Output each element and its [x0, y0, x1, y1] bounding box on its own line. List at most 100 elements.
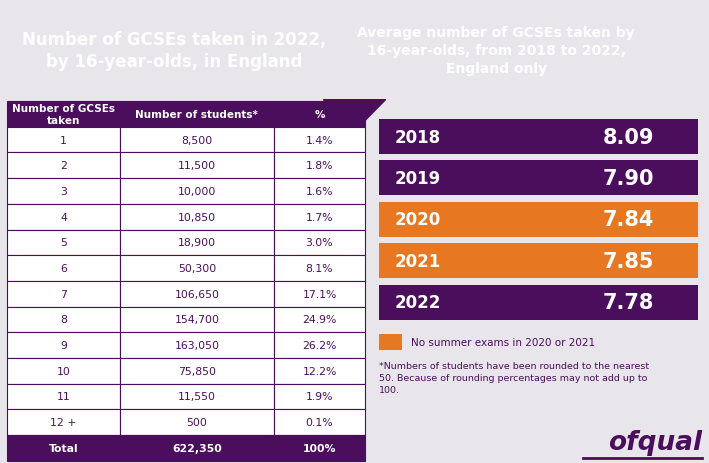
Bar	[7, 435, 120, 461]
Bar	[379, 334, 401, 351]
Bar	[120, 307, 274, 332]
Text: 3.0%: 3.0%	[306, 238, 333, 248]
Text: 11,550: 11,550	[178, 392, 216, 401]
Text: 8.1%: 8.1%	[306, 263, 333, 274]
Text: *Numbers of students have been rounded to the nearest
50. Because of rounding pe: *Numbers of students have been rounded t…	[379, 361, 649, 394]
Text: ofqual: ofqual	[608, 429, 702, 455]
Text: 10,850: 10,850	[178, 212, 216, 222]
Bar	[274, 332, 365, 358]
Bar	[274, 409, 365, 435]
Bar	[274, 127, 365, 153]
Bar	[7, 409, 120, 435]
Bar	[7, 204, 120, 230]
Text: 163,050: 163,050	[174, 340, 219, 350]
Bar	[7, 102, 120, 127]
Bar	[120, 256, 274, 281]
Text: Number of GCSEs taken in 2022,
by 16-year-olds, in England: Number of GCSEs taken in 2022, by 16-yea…	[21, 31, 326, 71]
Bar	[7, 153, 120, 179]
Bar	[274, 153, 365, 179]
Text: 100%: 100%	[303, 443, 336, 453]
Text: 2022: 2022	[394, 294, 441, 312]
Text: 3: 3	[60, 187, 67, 197]
Text: 7.90: 7.90	[603, 169, 654, 188]
Bar	[274, 384, 365, 409]
Bar	[7, 332, 120, 358]
Bar	[274, 435, 365, 461]
Text: %: %	[314, 110, 325, 119]
Text: 5: 5	[60, 238, 67, 248]
Text: 4: 4	[60, 212, 67, 222]
Text: 9: 9	[60, 340, 67, 350]
Bar	[274, 281, 365, 307]
Text: 8.09: 8.09	[603, 127, 654, 147]
Bar	[7, 358, 120, 384]
Bar	[120, 204, 274, 230]
Text: 2021: 2021	[394, 252, 441, 270]
Text: 1.6%: 1.6%	[306, 187, 333, 197]
Bar	[274, 102, 365, 127]
Bar	[120, 102, 274, 127]
Bar	[120, 153, 274, 179]
Bar	[120, 281, 274, 307]
Text: 11: 11	[57, 392, 70, 401]
Bar	[379, 120, 698, 155]
Text: 1: 1	[60, 135, 67, 145]
Bar	[379, 244, 698, 279]
Text: 24.9%: 24.9%	[302, 315, 337, 325]
Bar	[120, 358, 274, 384]
Text: 2020: 2020	[394, 211, 441, 229]
Bar	[379, 285, 698, 320]
Polygon shape	[323, 100, 386, 132]
Bar	[274, 179, 365, 204]
Text: 26.2%: 26.2%	[302, 340, 337, 350]
Text: 0.1%: 0.1%	[306, 417, 333, 427]
Bar	[274, 307, 365, 332]
Bar	[7, 127, 120, 153]
Bar	[7, 256, 120, 281]
Text: 7.84: 7.84	[603, 210, 654, 230]
Text: 50,300: 50,300	[178, 263, 216, 274]
Bar	[120, 127, 274, 153]
Text: 10,000: 10,000	[178, 187, 216, 197]
Text: 12 +: 12 +	[50, 417, 77, 427]
Text: 1.7%: 1.7%	[306, 212, 333, 222]
Bar	[120, 230, 274, 256]
Bar	[120, 332, 274, 358]
Text: 7: 7	[60, 289, 67, 299]
Text: 75,850: 75,850	[178, 366, 216, 376]
Bar	[120, 384, 274, 409]
Text: 6: 6	[60, 263, 67, 274]
Bar	[274, 230, 365, 256]
Text: 7.85: 7.85	[603, 251, 654, 271]
Text: 500: 500	[186, 417, 207, 427]
Bar	[120, 179, 274, 204]
Text: Total: Total	[49, 443, 78, 453]
Bar	[7, 230, 120, 256]
Text: Number of GCSEs
taken: Number of GCSEs taken	[12, 104, 115, 125]
Text: Average number of GCSEs taken by
16-year-olds, from 2018 to 2022,
England only: Average number of GCSEs taken by 16-year…	[357, 26, 635, 76]
Bar	[274, 358, 365, 384]
Text: 8,500: 8,500	[182, 135, 213, 145]
Text: 11,500: 11,500	[178, 161, 216, 171]
Bar	[7, 307, 120, 332]
Text: 622,350: 622,350	[172, 443, 222, 453]
Text: 1.8%: 1.8%	[306, 161, 333, 171]
Bar	[120, 435, 274, 461]
Text: 18,900: 18,900	[178, 238, 216, 248]
Text: 154,700: 154,700	[174, 315, 219, 325]
Text: 2018: 2018	[394, 128, 441, 146]
Bar	[379, 161, 698, 196]
Text: Number of students*: Number of students*	[135, 110, 258, 119]
Text: No summer exams in 2020 or 2021: No summer exams in 2020 or 2021	[411, 338, 596, 348]
Text: 2019: 2019	[394, 169, 441, 188]
Bar	[7, 179, 120, 204]
Text: 8: 8	[60, 315, 67, 325]
Text: 10: 10	[57, 366, 70, 376]
Bar	[7, 281, 120, 307]
Text: 1.4%: 1.4%	[306, 135, 333, 145]
Text: 7.78: 7.78	[603, 293, 654, 313]
Text: 106,650: 106,650	[174, 289, 219, 299]
Bar	[379, 202, 698, 238]
Text: 2: 2	[60, 161, 67, 171]
Bar	[274, 204, 365, 230]
